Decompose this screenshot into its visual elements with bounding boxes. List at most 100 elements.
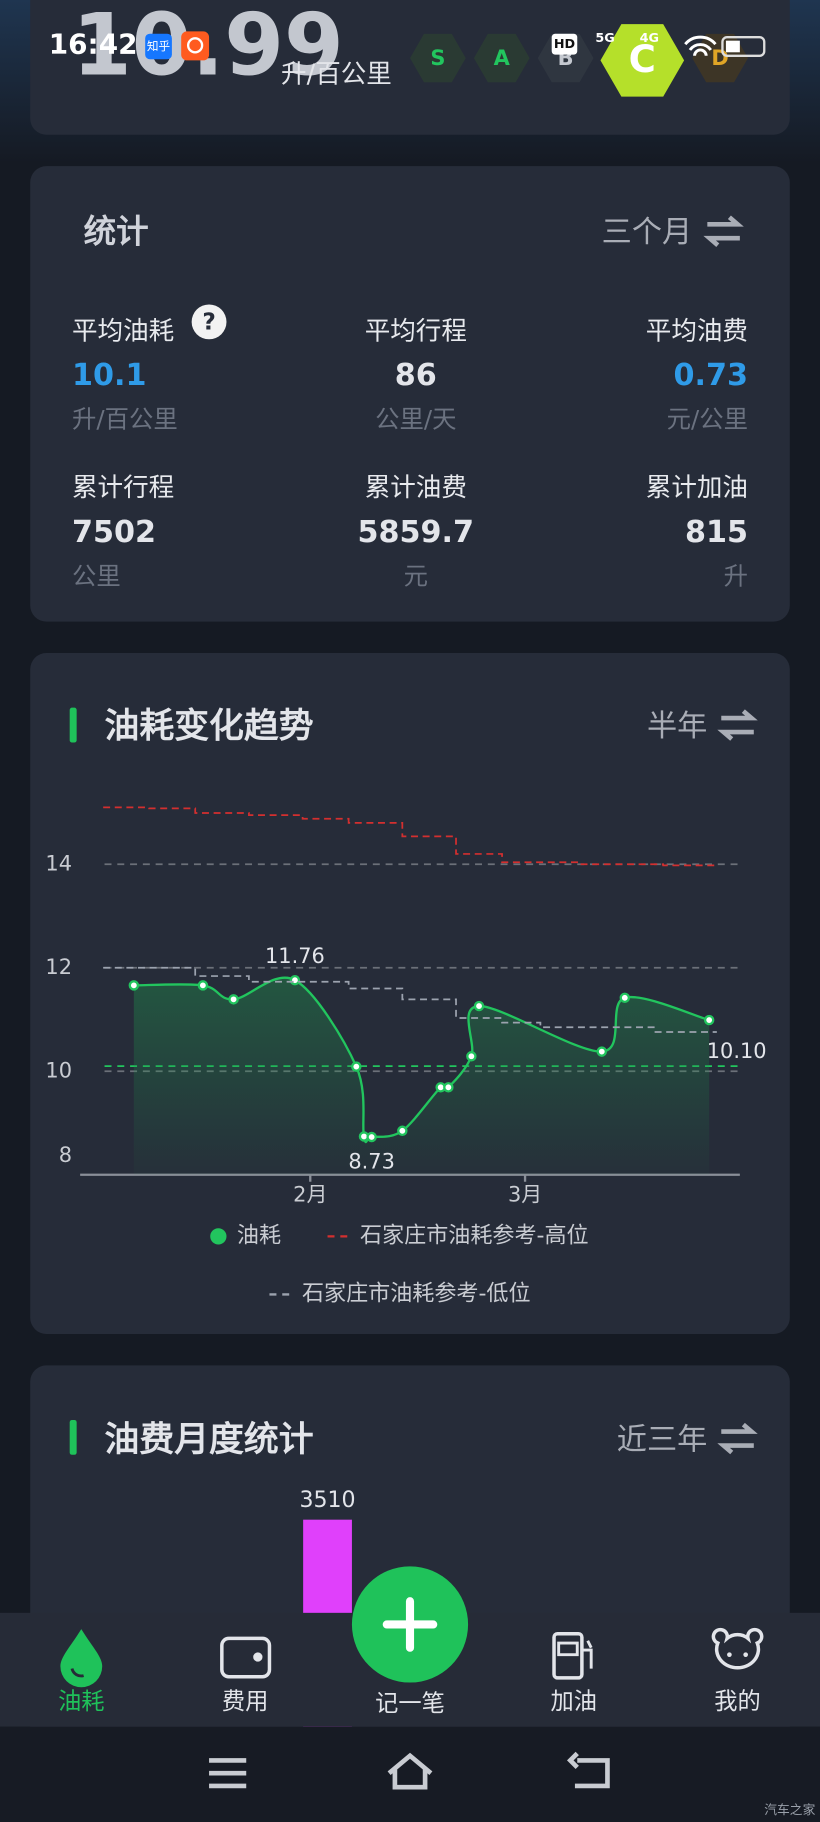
y-tick-label: 10 (45, 1058, 72, 1082)
swap-icon[interactable] (703, 215, 744, 247)
network-label: 5G (595, 31, 614, 46)
nav-label[interactable]: 我的 (714, 1688, 760, 1715)
nav-icon-detail (727, 1652, 732, 1657)
stat-unit: 升 (724, 562, 748, 591)
stat-label: 平均油耗 (72, 316, 174, 346)
nav-icon-detail (743, 1652, 748, 1657)
grade-badge (410, 33, 466, 83)
data-point (128, 980, 140, 991)
data-point (366, 1131, 377, 1143)
app-icon-label: 知乎 (147, 39, 170, 53)
legend-label[interactable]: 石家庄市油耗参考-低位 (302, 1281, 531, 1306)
period-selector[interactable]: 半年 (647, 709, 707, 744)
stat-unit: 元 (404, 562, 428, 591)
grade-label: C (629, 37, 656, 81)
nav-icon-detail (253, 1652, 263, 1662)
battery-level (725, 40, 740, 53)
data-point (197, 980, 209, 991)
grade-badge (473, 33, 530, 83)
stat-unit: 公里/天 (375, 405, 456, 434)
watermark: 汽车之家 (764, 1802, 815, 1818)
nav-icon[interactable] (60, 1629, 103, 1688)
series-line (103, 966, 717, 1033)
nav-icon-detail (70, 1668, 85, 1678)
hd-icon-bg (551, 33, 578, 55)
header-unit: 升/百公里 (281, 60, 392, 90)
stat-label: 平均行程 (365, 316, 467, 346)
grade-label: S (430, 46, 445, 70)
app-icon (145, 33, 172, 60)
trend-chart: 8 10 12 14 2月 3月 10.10 11.76 8.73 油耗 石家庄市油耗参考-高位石家… (45, 806, 767, 1306)
stat-value: 5859.7 (358, 515, 474, 550)
home-button[interactable] (387, 1752, 433, 1790)
nav-label[interactable]: 加油 (551, 1688, 597, 1715)
system-bar (0, 1726, 820, 1822)
data-point (596, 1046, 608, 1057)
stat-value: 815 (685, 515, 748, 550)
data-point (228, 994, 239, 1005)
stat-label: 累计加油 (646, 473, 748, 503)
swap-icon[interactable] (717, 1422, 758, 1455)
bar-label: 3510 (299, 1488, 355, 1513)
data-point (443, 1082, 454, 1093)
back-button[interactable] (566, 1751, 610, 1789)
nav-icon-detail (557, 1640, 593, 1669)
data-point (703, 1014, 715, 1026)
menu-button[interactable] (209, 1758, 247, 1789)
x-tick-label: 3月 (508, 1183, 542, 1207)
stat-label: 累计行程 (72, 473, 174, 503)
stat-unit: 公里 (72, 562, 121, 591)
legend-label[interactable]: 石家庄市油耗参考-高位 (360, 1223, 589, 1248)
help-icon[interactable] (191, 304, 227, 340)
card-title: 统计 (84, 213, 149, 251)
stat-unit: 升/百公里 (72, 405, 178, 434)
period-selector[interactable]: 三个月 (602, 215, 693, 250)
swap-glyph (717, 1422, 758, 1455)
grade-badge (600, 24, 685, 97)
title-accent (69, 1419, 77, 1455)
period-selector[interactable]: 近三年 (617, 1422, 708, 1457)
data-point (351, 1061, 362, 1072)
legend-label[interactable]: 油耗 (237, 1223, 281, 1248)
legend-marker (210, 1228, 227, 1245)
y-tick-label: 12 (45, 955, 72, 979)
hd-icon: HD (554, 37, 575, 52)
data-point (473, 1000, 485, 1012)
nav-label[interactable]: 费用 (222, 1688, 268, 1715)
swap-icon[interactable] (717, 709, 758, 741)
series-area (133, 977, 710, 1175)
grade-label: A (494, 46, 511, 70)
data-point (619, 992, 631, 1004)
nav-icon[interactable] (552, 1632, 584, 1680)
help-icon-label: ? (202, 309, 215, 336)
data-point (397, 1125, 408, 1137)
nav-icon[interactable] (220, 1636, 272, 1679)
stat-value: 10.1 (72, 358, 146, 393)
nav-icon[interactable] (711, 1627, 764, 1670)
stat-label: 平均油费 (646, 316, 748, 346)
data-point (289, 974, 301, 986)
stat-value: 0.73 (674, 358, 748, 393)
swap-glyph (717, 709, 758, 741)
data-label: 11.76 (265, 944, 325, 968)
summary-card (30, 0, 790, 135)
nav-label[interactable]: 记一笔 (375, 1690, 445, 1717)
y-tick-label: 14 (45, 851, 72, 875)
stat-label: 累计油费 (365, 473, 467, 503)
app-icon-glyph (186, 37, 204, 54)
card-title: 油费月度统计 (105, 1420, 314, 1460)
app-icon (181, 31, 210, 61)
nav-label[interactable]: 油耗 (58, 1688, 104, 1715)
status-time: 16:42 (49, 27, 138, 60)
stat-value: 7502 (72, 515, 156, 550)
title-accent (69, 707, 77, 743)
network-label: 4G (640, 31, 659, 46)
data-label: 8.73 (348, 1150, 395, 1174)
stats-card (30, 166, 790, 622)
stat-value: 86 (395, 358, 437, 393)
add-icon (382, 1597, 438, 1652)
